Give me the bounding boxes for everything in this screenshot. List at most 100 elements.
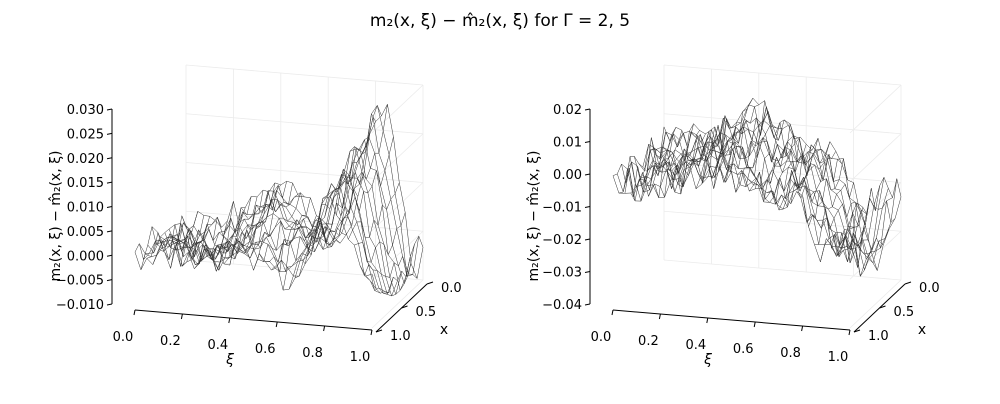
surface-column <box>849 176 902 230</box>
x-tick-label: 1.0 <box>828 350 849 365</box>
surface-column <box>247 196 299 253</box>
y-tick <box>401 305 408 309</box>
surface-column <box>223 182 276 265</box>
z-tick-label: −0.03 <box>542 266 582 281</box>
z-tick <box>584 173 591 176</box>
surface-column <box>624 127 677 197</box>
y-tick <box>904 281 912 285</box>
x-tick <box>706 317 709 324</box>
x-tick-label: 0.2 <box>638 334 659 349</box>
z-tick-label: −0.02 <box>542 233 582 248</box>
x-tick-label: 0.0 <box>591 330 612 345</box>
surface-column <box>318 134 370 223</box>
z-tick-label: −0.010 <box>56 298 104 313</box>
z-tick <box>106 206 113 208</box>
y-axis-label: x <box>918 322 926 338</box>
z-axis-label: m₂(x, ξ) − m̂₂(x, ξ) <box>526 151 542 282</box>
surface-column <box>330 104 382 197</box>
surface-column <box>371 235 424 294</box>
surface-column <box>176 220 228 267</box>
surface-row <box>177 117 415 275</box>
z-tick-label: −0.01 <box>542 201 582 216</box>
z-tick <box>584 206 591 208</box>
surface-column <box>826 233 878 277</box>
y-axis-label: x <box>440 322 448 338</box>
surface-column <box>672 117 724 195</box>
surface-column <box>306 188 359 256</box>
surface-column <box>342 136 394 223</box>
z-tick-label: 0.010 <box>67 201 104 216</box>
x-tick-label: 0.4 <box>685 338 706 353</box>
surface-column <box>182 201 234 267</box>
y-tick <box>879 305 886 309</box>
surface-column <box>359 255 412 278</box>
surface-column <box>265 215 317 263</box>
x-axis-label: ξ <box>703 352 712 368</box>
surface-column <box>235 181 287 254</box>
surface-column <box>707 104 759 180</box>
surface-column <box>838 226 890 251</box>
surface-column <box>636 132 688 202</box>
z-tick <box>106 279 113 282</box>
y-tick-label: 0.0 <box>441 281 462 296</box>
z-tick <box>584 141 591 143</box>
surface-column <box>820 232 872 264</box>
z-tick-label: 0.000 <box>67 249 104 264</box>
surface-column <box>618 131 671 194</box>
z-tick <box>106 303 113 306</box>
grid-line <box>663 64 902 86</box>
grid-line <box>849 182 902 231</box>
z-tick <box>584 238 591 241</box>
x-tick <box>133 309 136 316</box>
x-tick <box>228 317 231 324</box>
grid-line <box>371 84 424 134</box>
surface-plot-right: 0.0 0.2 0.4 0.6 0.8 1.0 0.0 0.5 1.0 0.02 0.01 0.00 −… <box>526 64 940 368</box>
surface-column <box>312 171 365 239</box>
surface-column <box>282 221 335 291</box>
z-tick-label: 0.020 <box>67 152 104 167</box>
surface-column <box>760 138 813 203</box>
z-tick-label: 0.01 <box>553 136 582 151</box>
surface-column <box>802 182 854 224</box>
y-tick-label: 1.0 <box>868 329 889 344</box>
surface-column <box>170 216 222 269</box>
surface-column <box>796 158 848 207</box>
surface-column <box>814 216 866 249</box>
x-tick <box>323 325 326 332</box>
surface-column <box>831 232 884 268</box>
surface-wireframe <box>612 97 902 278</box>
x-tick <box>275 321 278 328</box>
grid-line <box>849 84 902 134</box>
surface-column <box>737 119 789 187</box>
x-tick-label: 0.8 <box>302 346 323 361</box>
z-tick <box>106 254 113 257</box>
x-tick <box>180 313 183 320</box>
surface-column <box>300 216 353 265</box>
x-tick-label: 0.4 <box>207 338 228 353</box>
z-tick-label: 0.030 <box>67 103 104 118</box>
grid-line <box>371 133 424 183</box>
surface-plot-left: 0.0 0.2 0.4 0.6 0.8 1.0 0.0 0.5 1.0 0.030 0.025 0.0… <box>48 64 462 368</box>
z-tick <box>584 108 591 111</box>
surface-column <box>354 212 406 263</box>
surface-column <box>695 108 748 189</box>
z-tick <box>106 230 113 233</box>
surface-column <box>743 123 795 187</box>
surface-column <box>678 115 730 188</box>
axes: 0.0 0.2 0.4 0.6 0.8 1.0 0.0 0.5 1.0 0.030 0.025 0.0… <box>56 103 462 365</box>
z-tick <box>106 181 113 184</box>
x-tick-label: 1.0 <box>350 350 371 365</box>
z-tick-label: 0.015 <box>67 176 104 191</box>
surface-column <box>288 231 341 290</box>
y-tick-label: 0.0 <box>919 281 940 296</box>
surface-column <box>766 138 819 205</box>
x-axis-line <box>134 309 373 331</box>
z-tick-label: 0.005 <box>67 225 104 240</box>
surface-column <box>701 97 754 185</box>
surface-column <box>241 182 293 259</box>
figure-title: m₂(x, ξ) − m̂₂(x, ξ) for Γ = 2, 5 <box>370 11 630 31</box>
surface-wireframe <box>134 103 424 297</box>
grid-line <box>663 259 902 281</box>
axes: 0.0 0.2 0.4 0.6 0.8 1.0 0.0 0.5 1.0 0.02 0.01 0.00 −… <box>542 103 940 365</box>
surface-column <box>612 126 665 183</box>
